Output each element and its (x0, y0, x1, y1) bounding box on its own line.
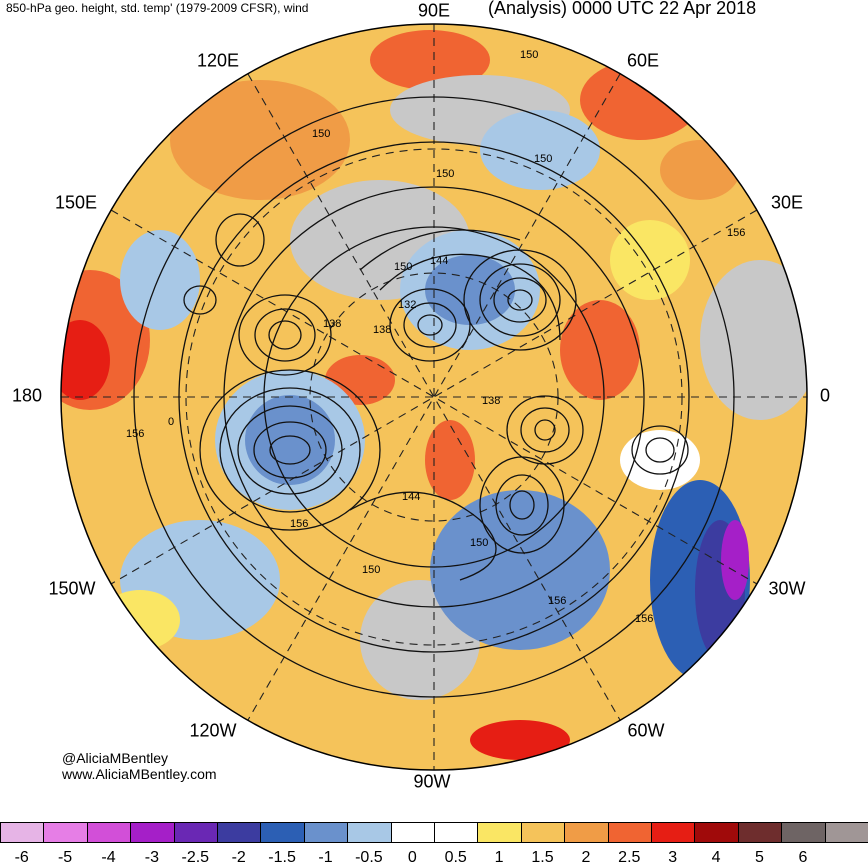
credit-handle: @AliciaMBentley (62, 750, 169, 766)
colorbar: -6 -5 -4 -3 -2.5 -2 -1.5 -1 -0.5 0 0.5 1 1.5 2 2.5 3 4 5 6 (0, 822, 868, 866)
colorbar-swatch (434, 822, 479, 843)
height-contours (133, 96, 735, 698)
contour-label: 132 (398, 299, 416, 311)
colorbar-swatch (86, 822, 132, 843)
contour-label: 150 (312, 128, 330, 140)
colorbar-tick-label: 1 (494, 849, 504, 866)
contour-label: 138 (482, 395, 500, 407)
contour-label: 150 (362, 564, 380, 576)
colorbar-tick-label: 0.5 (444, 849, 467, 866)
colorbar-tick-label: -4 (101, 849, 116, 866)
contour-label: 156 (126, 428, 144, 440)
colorbar-tick-label: -0.5 (355, 849, 383, 866)
colorbar-tick-label: -1.5 (268, 849, 296, 866)
contour-label: 156 (635, 613, 653, 625)
contour-label: 138 (373, 324, 391, 336)
colorbar-swatch (130, 822, 175, 843)
colorbar-swatch (390, 822, 435, 843)
colorbar-tick-label: 4 (711, 849, 721, 866)
contour-label: 150 (534, 153, 552, 165)
colorbar-tick-label: 1.5 (531, 849, 554, 866)
colorbar-swatch (0, 822, 45, 843)
colorbar-swatch (520, 822, 566, 843)
colorbar-tick-label: 2 (581, 849, 591, 866)
contour-label: 138 (323, 318, 341, 330)
colorbar-swatch (477, 822, 522, 843)
colorbar-swatch (260, 822, 305, 843)
colorbar-tick-label: 0 (407, 849, 417, 866)
colorbar-tick-label: -2.5 (181, 849, 210, 866)
colorbar-swatch (564, 822, 609, 843)
colorbar-swatch (43, 822, 88, 843)
contour-label: 156 (290, 518, 308, 530)
colorbar-swatch (217, 822, 262, 843)
contour-label: 156 (548, 595, 566, 607)
contour-label: 150 (520, 49, 538, 61)
contour-label: 150 (394, 261, 412, 273)
longitude-label-120e: 120E (196, 50, 240, 71)
credit-website: www.AliciaMBentley.com (62, 766, 217, 782)
colorbar-tick-label: 6 (798, 849, 808, 866)
contour-label: 156 (727, 227, 745, 239)
colorbar-swatch (781, 822, 826, 843)
longitude-label-60w: 60W (627, 720, 665, 741)
colorbar-tick-label: -5 (57, 849, 73, 866)
longitude-label-150w: 150W (48, 578, 96, 599)
colorbar-swatch (303, 822, 349, 843)
colorbar-tick-label: -2 (231, 849, 246, 866)
colorbar-tick-label: 2.5 (618, 849, 641, 866)
contour-label: 150 (470, 537, 488, 549)
longitude-label-0: 0 (819, 385, 831, 406)
map-title-left: 850-hPa geo. height, std. temp' (1979-20… (6, 1, 309, 15)
longitude-label-90w: 90W (413, 771, 451, 792)
colorbar-swatch (737, 822, 783, 843)
colorbar-swatch (173, 822, 218, 843)
longitude-label-180: 180 (11, 385, 43, 406)
map-boundary (60, 23, 808, 771)
contour-label: 0 (168, 416, 174, 428)
colorbar-swatch (824, 822, 868, 843)
colorbar-swatch (651, 822, 696, 843)
longitude-label-150e: 150E (54, 192, 98, 213)
colorbar-swatch (694, 822, 739, 843)
colorbar-tick-label: 5 (755, 849, 764, 866)
colorbar-tick-label: -6 (14, 849, 29, 866)
contour-label: 150 (436, 168, 454, 180)
contour-label: 144 (402, 491, 420, 503)
colorbar-tick-label: 3 (668, 849, 678, 866)
longitude-label-30e: 30E (770, 192, 804, 213)
map-title-right: (Analysis) 0000 UTC 22 Apr 2018 (488, 0, 757, 18)
longitude-label-30w: 30W (768, 578, 806, 599)
colorbar-swatch (607, 822, 652, 843)
colorbar-tick-label: -1 (318, 849, 333, 866)
colorbar-tick-label: -3 (144, 849, 160, 866)
colorbar-swatch (347, 822, 392, 843)
contour-label: 144 (430, 255, 448, 267)
longitude-label-90e: 90E (417, 0, 451, 21)
longitude-label-120w: 120W (189, 720, 237, 741)
graticule (61, 24, 807, 770)
polar-stereographic-map: 150 150 150 150 150 144 132 138 138 138 … (60, 23, 808, 771)
longitude-label-60e: 60E (626, 50, 660, 71)
contour-labels: 150 150 150 150 150 144 132 138 138 138 … (126, 49, 745, 625)
